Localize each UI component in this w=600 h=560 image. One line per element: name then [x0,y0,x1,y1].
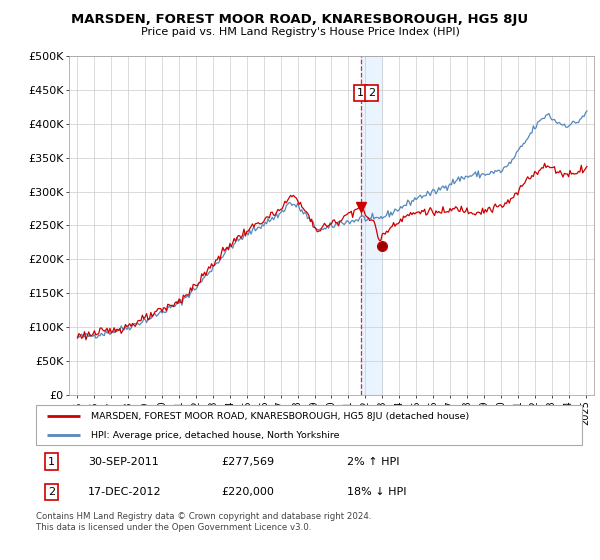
Text: Contains HM Land Registry data © Crown copyright and database right 2024.
This d: Contains HM Land Registry data © Crown c… [36,512,371,532]
Text: 2: 2 [368,88,375,98]
Text: Price paid vs. HM Land Registry's House Price Index (HPI): Price paid vs. HM Land Registry's House … [140,27,460,37]
Text: 2% ↑ HPI: 2% ↑ HPI [347,456,400,466]
Text: MARSDEN, FOREST MOOR ROAD, KNARESBOROUGH, HG5 8JU (detached house): MARSDEN, FOREST MOOR ROAD, KNARESBOROUGH… [91,412,469,421]
Text: HPI: Average price, detached house, North Yorkshire: HPI: Average price, detached house, Nort… [91,431,339,440]
Text: 2: 2 [48,487,55,497]
Text: 1: 1 [48,456,55,466]
Text: MARSDEN, FOREST MOOR ROAD, KNARESBOROUGH, HG5 8JU: MARSDEN, FOREST MOOR ROAD, KNARESBOROUGH… [71,13,529,26]
Text: 1: 1 [357,88,364,98]
FancyBboxPatch shape [36,405,582,445]
Text: £220,000: £220,000 [221,487,275,497]
Bar [361,56,382,395]
Text: 18% ↓ HPI: 18% ↓ HPI [347,487,407,497]
Text: 30-SEP-2011: 30-SEP-2011 [88,456,158,466]
Text: £277,569: £277,569 [221,456,275,466]
Text: 17-DEC-2012: 17-DEC-2012 [88,487,161,497]
